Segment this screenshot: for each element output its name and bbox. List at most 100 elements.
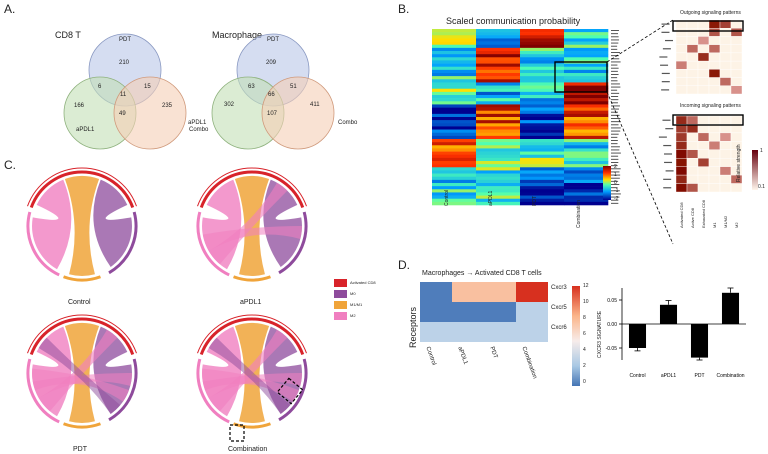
heatmap-cell <box>564 101 609 105</box>
communication-heatmap <box>432 29 609 206</box>
heatmap-cell <box>708 52 721 62</box>
heatmap-cell <box>476 57 521 61</box>
receptor-heatmap-cell <box>420 302 452 322</box>
heatmap-cell <box>675 166 688 176</box>
heatmap-cell <box>432 129 477 134</box>
heatmap-cell <box>686 52 699 62</box>
chord-legend: Activated CD8 M0 M1/M1 M2 <box>334 277 376 321</box>
heatmap-cell <box>476 164 521 168</box>
heatmap-cell <box>564 69 609 74</box>
heatmap-column-label: Control <box>444 189 450 206</box>
row-label-mark <box>664 153 673 155</box>
heatmap-cell <box>520 198 565 203</box>
row-label-mark <box>663 187 672 189</box>
heatmap-row-label-mark <box>611 64 618 66</box>
heatmap-row-labels <box>611 30 621 204</box>
heatmap-cell <box>708 166 721 176</box>
heatmap-cell <box>719 158 732 167</box>
heatmap-row-label-mark <box>611 89 618 91</box>
heatmap-row-label-mark <box>611 146 620 148</box>
heatmap-cell <box>697 183 710 193</box>
heatmap-cell <box>675 69 688 78</box>
heatmap-row-label-mark <box>611 199 619 201</box>
heatmap-row-label-mark <box>611 177 620 179</box>
chord-sector <box>63 422 101 429</box>
heatmap-row-label-mark <box>611 99 619 101</box>
heatmap-row-label-mark <box>611 171 620 173</box>
heatmap-cell <box>686 77 699 86</box>
heatmap-cell <box>432 176 477 181</box>
heatmap-cell <box>432 179 477 184</box>
heatmap-row-label-mark <box>611 133 619 135</box>
legend-item: M2 <box>334 310 376 321</box>
receptor-heatmap <box>420 282 548 342</box>
chord-sector <box>278 358 308 422</box>
heatmap-cell <box>686 44 699 54</box>
heatmap-cell <box>476 195 521 200</box>
panel-letter-b: B. <box>398 2 410 16</box>
heatmap-cell <box>564 91 609 96</box>
heatmap-cell <box>730 85 743 95</box>
heatmap-cell <box>564 107 609 112</box>
receptor-heatmap-cell <box>420 282 452 302</box>
heatmap-cell <box>432 66 477 71</box>
heatmap-cell <box>564 82 609 86</box>
heatmap-cell <box>730 132 743 142</box>
scale-tick: 0 <box>614 180 617 186</box>
heatmap-row-label-mark <box>611 67 619 69</box>
heatmap-cell <box>564 192 609 196</box>
receptor-row-label: Cxcr6 <box>551 325 567 331</box>
heatmap-cell <box>520 139 565 143</box>
heatmap-cell <box>432 47 477 52</box>
heatmap-cell <box>697 44 710 54</box>
heatmap-cell <box>520 117 565 121</box>
heatmap-cell <box>476 157 521 162</box>
heatmap-cell <box>432 120 477 124</box>
venn-region: 66 <box>268 92 275 98</box>
heatmap-cell <box>520 154 565 159</box>
heatmap-cell <box>432 38 477 42</box>
heatmap-cell <box>564 135 609 140</box>
heatmap-row-label-mark <box>611 158 619 160</box>
receptor-heatmap-cell <box>516 302 548 322</box>
heatmap-cell <box>564 164 609 168</box>
chord-sector <box>108 211 138 275</box>
heatmap-cell <box>520 66 565 71</box>
heatmap-cell <box>476 101 521 105</box>
heatmap-cell <box>719 149 732 159</box>
bar <box>721 292 740 324</box>
heatmap-cell <box>520 79 565 83</box>
row-label-mark <box>664 161 673 164</box>
receptor-row-label: Cxcr3 <box>551 285 567 291</box>
heatmap-cell <box>719 85 732 95</box>
heatmap-cell <box>432 54 477 58</box>
heatmap-cell <box>520 192 565 196</box>
heatmap-cell <box>432 167 477 171</box>
bar-ylabel: CXCR3 SIGNATURE <box>597 310 603 358</box>
venn-region: 15 <box>144 84 151 90</box>
heatmap-cell <box>564 123 609 127</box>
chord-diagrams <box>26 167 308 442</box>
heatmap-cell <box>686 141 699 150</box>
legend-item: Activated CD8 <box>334 277 376 288</box>
heatmap-cell <box>708 60 721 70</box>
row-label-mark <box>661 72 670 75</box>
chord-sector <box>196 211 230 277</box>
legend-label: Activated CD8 <box>350 280 376 285</box>
outgoing-highlight <box>672 20 744 32</box>
heatmap-cell <box>675 149 688 159</box>
heatmap-cell <box>730 60 743 70</box>
heatmap-cell <box>697 132 710 142</box>
row-label-mark <box>662 119 671 121</box>
chord-ribbon <box>202 226 302 251</box>
heatmap-cell <box>564 79 609 83</box>
heatmap-cell <box>520 164 565 168</box>
chord-sector <box>233 275 271 282</box>
strength-label: Relative strength <box>736 144 742 182</box>
legend-label: M0 <box>350 291 356 296</box>
heatmap-cell <box>432 32 477 36</box>
heatmap-cell <box>564 170 609 174</box>
heatmap-cell <box>675 183 688 193</box>
heatmap-cell <box>432 113 477 118</box>
heatmap-cell <box>564 151 609 156</box>
